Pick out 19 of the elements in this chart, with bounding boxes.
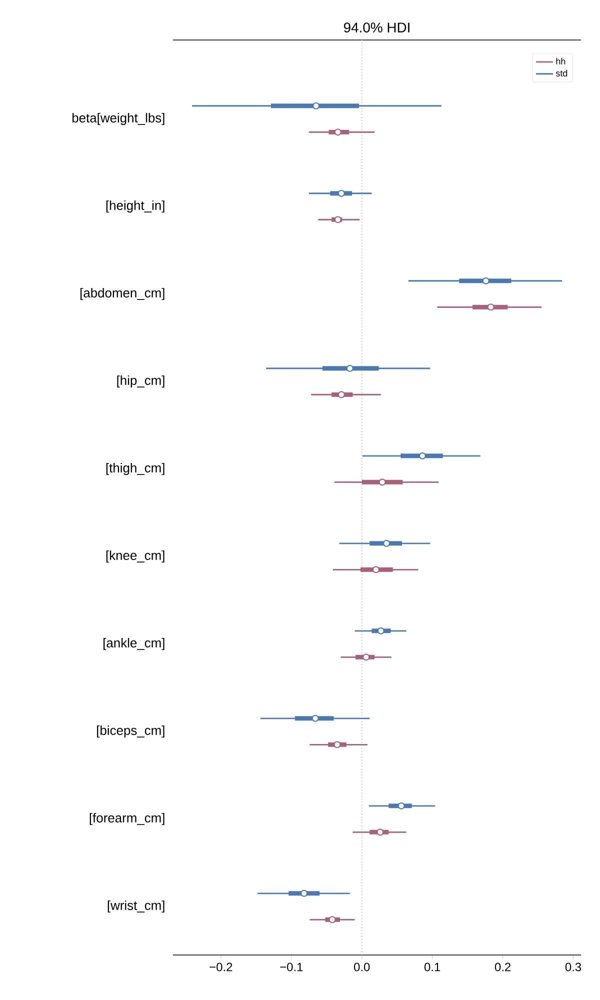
y-tick-label: [forearm_cm] <box>90 812 164 826</box>
y-tick-label: [height_in] <box>106 200 164 213</box>
y-tick-label: [hip_cm] <box>117 375 164 388</box>
y-tick-label: beta[weight_lbs] <box>72 112 164 126</box>
x-tick-label: −0.1 <box>280 962 303 972</box>
legend-label: std <box>556 70 568 76</box>
y-tick-label: [knee_cm] <box>106 550 164 563</box>
y-tick-label: [abdomen_cm] <box>80 288 164 300</box>
legend-label: hh <box>556 58 566 64</box>
x-tick-label: 0.0 <box>354 962 370 972</box>
y-tick-label: [thigh_cm] <box>106 462 164 476</box>
chart-title: 94.0% HDI <box>344 22 410 32</box>
x-tick-label: 0.2 <box>494 962 510 972</box>
x-tick-label: −0.2 <box>210 962 232 972</box>
x-tick-label: 0.3 <box>565 962 582 972</box>
x-tick-label: 0.1 <box>424 962 440 972</box>
y-tick-label: [ankle_cm] <box>104 638 164 650</box>
y-tick-label: [biceps_cm] <box>97 725 164 738</box>
y-tick-label: [wrist_cm] <box>108 900 164 913</box>
